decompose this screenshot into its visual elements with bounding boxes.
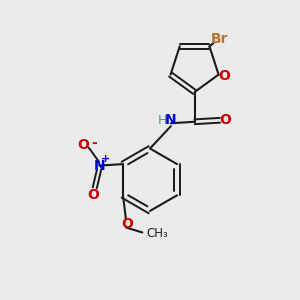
Text: O: O (77, 138, 89, 152)
Text: O: O (87, 188, 99, 202)
Text: O: O (122, 218, 134, 232)
Text: O: O (218, 69, 230, 83)
Text: +: + (101, 154, 110, 164)
Text: -: - (91, 136, 97, 150)
Text: N: N (93, 159, 105, 172)
Text: H: H (158, 114, 167, 127)
Text: O: O (219, 113, 231, 127)
Text: Br: Br (211, 32, 229, 46)
Text: CH₃: CH₃ (147, 227, 169, 241)
Text: N: N (165, 113, 177, 127)
